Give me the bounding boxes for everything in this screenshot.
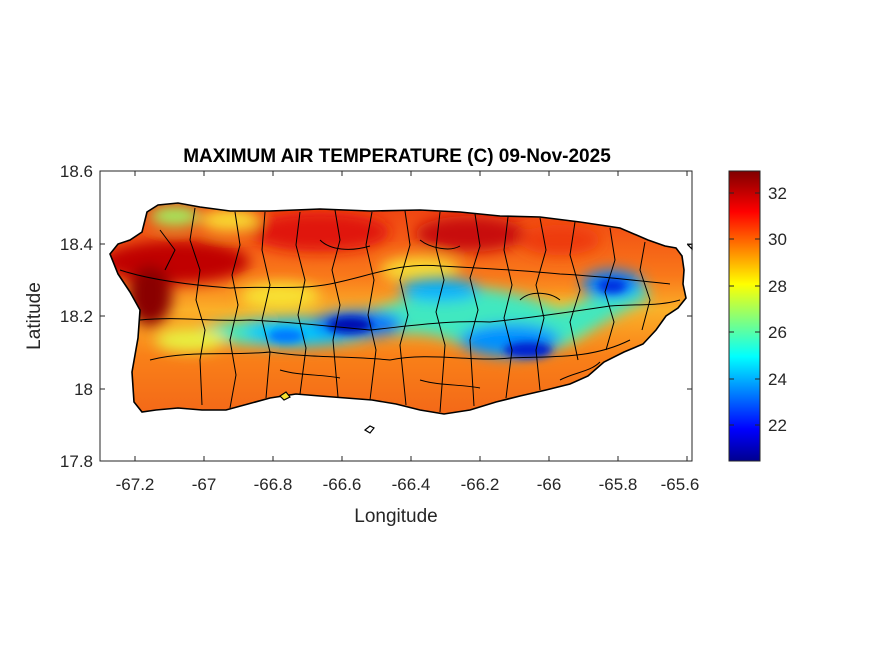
- y-axis: [100, 170, 692, 462]
- cold-core: [504, 342, 552, 358]
- colorbar: [728, 170, 761, 462]
- x-tick-label: -65.6: [661, 475, 700, 494]
- x-tick-label: -66.8: [254, 475, 293, 494]
- x-axis: [134, 171, 688, 461]
- colorbar-ticks: [729, 192, 760, 426]
- warm-anomaly: [250, 212, 390, 252]
- y-tick-label: 17.8: [60, 452, 93, 471]
- x-tick-label: -67.2: [116, 475, 155, 494]
- colorbar-tick-label: 28: [768, 277, 787, 296]
- y-tick-label: 18.2: [60, 307, 93, 326]
- mild-anomaly: [240, 282, 320, 310]
- y-tick-label: 18.6: [60, 162, 93, 181]
- warm-anomaly: [415, 216, 525, 252]
- islet: [279, 391, 291, 401]
- chart-title: MAXIMUM AIR TEMPERATURE (C) 09-Nov-2025: [183, 146, 611, 167]
- x-tick-label: -66.4: [392, 475, 431, 494]
- x-tick-label: -66.2: [461, 475, 500, 494]
- y-axis-label: Latitude: [24, 282, 45, 350]
- cold-core: [598, 279, 626, 293]
- warm-anomaly: [110, 240, 250, 284]
- x-tick-label: -67: [192, 475, 217, 494]
- mild-anomaly: [155, 328, 225, 352]
- mild-anomaly: [200, 208, 260, 232]
- islet: [363, 425, 375, 434]
- y-tick-label: 18.4: [60, 235, 93, 254]
- colorbar-tick-label: 22: [768, 416, 787, 435]
- cool-anomaly: [400, 279, 480, 301]
- warm-anomaly: [520, 225, 600, 255]
- mild-anomaly: [150, 206, 200, 226]
- x-tick-label: -66: [537, 475, 562, 494]
- x-axis-label: Longitude: [354, 506, 437, 527]
- y-tick-label: 18: [74, 380, 93, 399]
- x-tick-label: -65.8: [599, 475, 638, 494]
- temperature-field: [110, 203, 686, 414]
- municipal-boundaries: [119, 207, 681, 413]
- x-tick-label: -66.6: [323, 475, 362, 494]
- colorbar-tick-label: 26: [768, 323, 787, 342]
- colorbar-tick-label: 32: [768, 184, 787, 203]
- colorbar-tick-label: 30: [768, 230, 787, 249]
- cold-core: [268, 329, 304, 343]
- colorbar-tick-label: 24: [768, 370, 787, 389]
